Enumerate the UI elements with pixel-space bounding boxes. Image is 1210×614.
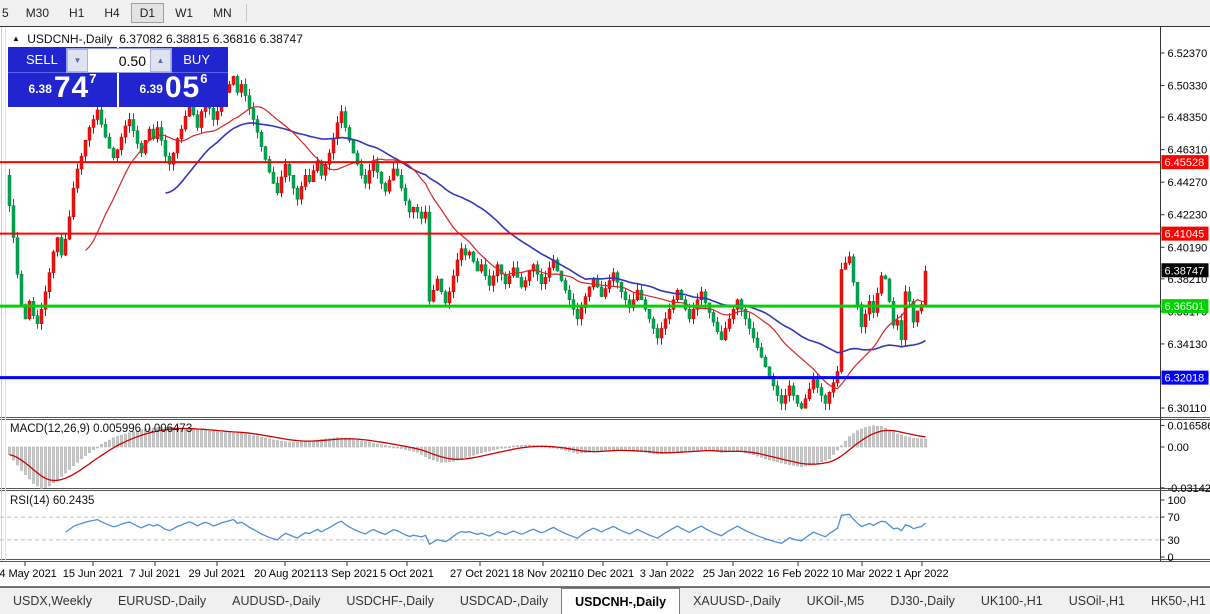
svg-text:18 Nov 2021: 18 Nov 2021 (512, 568, 574, 580)
svg-text:6.48350: 6.48350 (1168, 112, 1208, 124)
svg-text:6.42230: 6.42230 (1168, 210, 1208, 222)
toolbar-item-d1[interactable]: D1 (131, 3, 164, 23)
tab-usdx-weekly[interactable]: USDX,Weekly (0, 588, 105, 614)
svg-text:10 Dec 2021: 10 Dec 2021 (572, 568, 634, 580)
tab-ukoil-m5[interactable]: UKOil-,M5 (794, 588, 878, 614)
chart-canvas[interactable]: 6.52370 6.50330 6.48350 6.46310 6.44270 6.422… (0, 27, 1210, 588)
volume-input[interactable] (88, 49, 150, 72)
svg-text:6.45528: 6.45528 (1165, 157, 1205, 169)
chart-window[interactable]: 6.52370 6.50330 6.48350 6.46310 6.44270 6.422… (0, 26, 1210, 588)
svg-text:6.46310: 6.46310 (1168, 145, 1208, 157)
sell-price: 6.38747 (8, 71, 117, 105)
svg-text:6.34130: 6.34130 (1168, 339, 1208, 351)
ohlc-open: 6.37082 (119, 32, 162, 46)
volume-stepper: ▼ ▲ (66, 48, 172, 73)
ohlc-high: 6.38815 (166, 32, 209, 46)
svg-text:20 Aug 2021: 20 Aug 2021 (254, 568, 316, 580)
macd-indicator-label: MACD(12,26,9) 0.005996 0.006473 (10, 423, 192, 435)
svg-text:0.016586: 0.016586 (1168, 420, 1210, 432)
volume-increase-button[interactable]: ▲ (150, 49, 171, 72)
tab-usdcnh-daily[interactable]: USDCNH-,Daily (561, 588, 680, 614)
svg-text:100: 100 (1168, 495, 1186, 507)
volume-decrease-button[interactable]: ▼ (67, 49, 88, 72)
svg-text:25 Jan 2022: 25 Jan 2022 (703, 568, 764, 580)
rsi-indicator-label: RSI(14) 60.2435 (10, 495, 94, 507)
tab-uk100-h1[interactable]: UK100-,H1 (968, 588, 1056, 614)
svg-text:6.52370: 6.52370 (1168, 48, 1208, 60)
tab-usoil-h1[interactable]: USOil-,H1 (1056, 588, 1138, 614)
toolbar-item-h4[interactable]: H4 (95, 3, 128, 23)
svg-text:0: 0 (1168, 552, 1174, 564)
chart-symbol-title: USDCNH-,Daily (27, 32, 112, 46)
svg-text:1 Apr 2022: 1 Apr 2022 (895, 568, 948, 580)
buy-price: 6.39056 (119, 71, 228, 105)
ohlc-close: 6.38747 (259, 32, 302, 46)
svg-text:7 Jul 2021: 7 Jul 2021 (130, 568, 181, 580)
svg-text:6.50330: 6.50330 (1168, 81, 1208, 93)
svg-text:15 Jun 2021: 15 Jun 2021 (63, 568, 124, 580)
chart-header: ▲ USDCNH-,Daily 6.37082 6.38815 6.36816 … (12, 32, 303, 46)
tab-hk50-h1[interactable]: HK50-,H1 (1138, 588, 1210, 614)
svg-text:6.36501: 6.36501 (1165, 301, 1205, 313)
svg-text:6.41045: 6.41045 (1165, 229, 1205, 241)
toolbar-item-m30[interactable]: M30 (17, 3, 58, 23)
svg-text:29 Jul 2021: 29 Jul 2021 (189, 568, 246, 580)
svg-text:6.32018: 6.32018 (1165, 373, 1205, 385)
toolbar-item-w1[interactable]: W1 (166, 3, 202, 23)
svg-text:6.30110: 6.30110 (1168, 403, 1207, 415)
toolbar-item-5[interactable]: 5 (1, 3, 15, 23)
one-click-trading-panel: SELL 6.38747 BUY 6.39056 ▼ ▲ (8, 47, 228, 107)
svg-text:6.38747: 6.38747 (1165, 265, 1205, 277)
svg-text:13 Sep 2021: 13 Sep 2021 (316, 568, 378, 580)
tab-xauusd-daily[interactable]: XAUUSD-,Daily (680, 588, 794, 614)
tab-usdcad-daily[interactable]: USDCAD-,Daily (447, 588, 561, 614)
sort-asc-icon: ▲ (12, 34, 20, 43)
tab-usdchf-daily[interactable]: USDCHF-,Daily (333, 588, 447, 614)
ohlc-low: 6.36816 (213, 32, 256, 46)
tab-eurusd-daily[interactable]: EURUSD-,Daily (105, 588, 219, 614)
svg-text:10 Mar 2022: 10 Mar 2022 (831, 568, 893, 580)
svg-text:24 May 2021: 24 May 2021 (0, 568, 57, 580)
tab-audusd-daily[interactable]: AUDUSD-,Daily (219, 588, 333, 614)
svg-text:0.00: 0.00 (1168, 442, 1189, 454)
svg-text:30: 30 (1168, 535, 1180, 547)
svg-text:27 Oct 2021: 27 Oct 2021 (450, 568, 510, 580)
svg-text:6.40190: 6.40190 (1168, 242, 1208, 254)
svg-text:3 Jan 2022: 3 Jan 2022 (640, 568, 694, 580)
svg-text:16 Feb 2022: 16 Feb 2022 (767, 568, 829, 580)
toolbar-item-mn[interactable]: MN (204, 3, 241, 23)
toolbar-separator (246, 4, 247, 22)
svg-text:6.44270: 6.44270 (1168, 177, 1208, 189)
tab-dj30-daily[interactable]: DJ30-,Daily (877, 588, 968, 614)
svg-text:5 Oct 2021: 5 Oct 2021 (380, 568, 434, 580)
toolbar-item-h1[interactable]: H1 (60, 3, 93, 23)
svg-text:70: 70 (1168, 512, 1180, 524)
